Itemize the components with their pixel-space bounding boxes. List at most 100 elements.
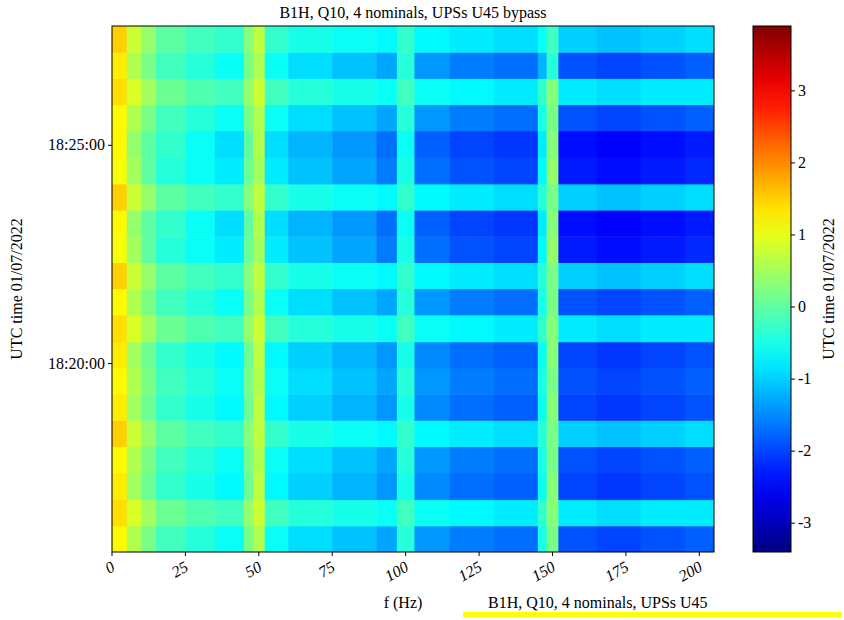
cell (641, 289, 686, 316)
cell (597, 184, 642, 211)
cell (414, 526, 450, 552)
cell (685, 315, 714, 342)
cell (547, 394, 559, 421)
colorbar-tick-label: 1 (798, 226, 806, 243)
cell (244, 420, 253, 447)
cell (494, 289, 539, 316)
cell (332, 105, 377, 132)
cell (156, 368, 186, 395)
cell (397, 526, 415, 552)
cell (253, 420, 265, 447)
cell (288, 26, 333, 53)
cell (253, 105, 265, 132)
cell (597, 131, 642, 158)
cell (215, 342, 245, 369)
cell (112, 105, 127, 132)
cell (397, 447, 415, 474)
cell (414, 420, 450, 447)
cell (288, 526, 333, 552)
cell (450, 157, 495, 184)
cell (215, 184, 245, 211)
cell (156, 447, 186, 474)
x-tick (258, 552, 259, 556)
cell (494, 210, 539, 237)
cell (450, 473, 495, 500)
cell (156, 26, 186, 53)
cell (414, 368, 450, 395)
cell (332, 236, 377, 263)
cell (265, 526, 289, 552)
cell (127, 420, 142, 447)
cell (185, 342, 215, 369)
cell (538, 78, 547, 105)
cell (127, 78, 142, 105)
cell (397, 105, 415, 132)
colorbar-tick (791, 379, 795, 380)
cell (215, 368, 245, 395)
cell (141, 210, 156, 237)
cell (215, 52, 245, 79)
cell (244, 78, 253, 105)
cell (538, 447, 547, 474)
cell (685, 78, 714, 105)
cell (547, 105, 559, 132)
cell (332, 473, 377, 500)
x-tick-label: 75 (315, 558, 337, 581)
cell (141, 342, 156, 369)
cell (112, 289, 127, 316)
cell (685, 105, 714, 132)
cell (244, 289, 253, 316)
cell (141, 420, 156, 447)
cell (641, 315, 686, 342)
colorbar-tick (791, 307, 795, 308)
cell (288, 262, 333, 289)
cell (494, 131, 539, 158)
colorbar-tick-label: 3 (798, 82, 806, 99)
cell (538, 26, 547, 53)
cell (265, 26, 289, 53)
cell (244, 131, 253, 158)
cell (185, 500, 215, 527)
y-tick (108, 145, 112, 146)
cell (558, 105, 597, 132)
cell (332, 184, 377, 211)
cell (641, 157, 686, 184)
cell (332, 262, 377, 289)
cell (597, 420, 642, 447)
cell (547, 368, 559, 395)
cell (244, 315, 253, 342)
cell (215, 447, 245, 474)
cell (288, 289, 333, 316)
cell (156, 289, 186, 316)
cell (332, 157, 377, 184)
cell (288, 210, 333, 237)
cell (494, 26, 539, 53)
cell (112, 26, 127, 53)
colorbar-tick (791, 162, 795, 163)
x-tick-label: 25 (169, 558, 191, 581)
cell (538, 368, 547, 395)
cell (685, 52, 714, 79)
colorbar (753, 26, 791, 552)
cell (244, 342, 253, 369)
cell (397, 289, 415, 316)
cell (641, 210, 686, 237)
cell (127, 105, 142, 132)
cell (597, 262, 642, 289)
cell (414, 289, 450, 316)
cell (397, 131, 415, 158)
cell (185, 420, 215, 447)
cell (558, 315, 597, 342)
cell (414, 473, 450, 500)
cell (141, 526, 156, 552)
cell (558, 52, 597, 79)
cell (547, 500, 559, 527)
cell (156, 526, 186, 552)
cell (397, 184, 415, 211)
cell (558, 394, 597, 421)
cell (450, 526, 495, 552)
x-tick-label: 125 (455, 558, 484, 585)
cell (265, 131, 289, 158)
cell (215, 236, 245, 263)
cell (127, 315, 142, 342)
